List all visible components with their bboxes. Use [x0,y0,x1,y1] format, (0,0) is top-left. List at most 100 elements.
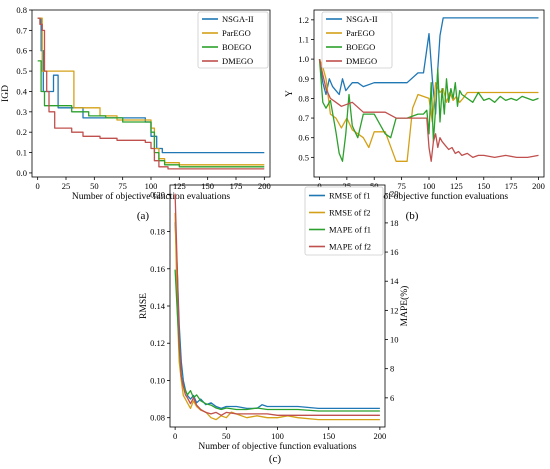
x-tick-label: 175 [230,181,243,191]
x-tick-label: 175 [505,181,518,191]
y2-tick-label: 18 [390,218,399,228]
y-tick-label: 1.0 [298,54,309,64]
series-line-dmego [318,58,539,162]
y-tick-label: 0.2 [16,127,27,137]
y-tick-label: 0.10 [150,375,165,385]
legend-label: ParEGO [346,28,375,38]
legend-label: RMSE of f1 [329,191,371,201]
panel-label-c: (c) [269,453,282,465]
y-tick-label: 0.5 [16,66,27,76]
legend: NSGA-II ParEGO BOEGO DMEGO [321,11,393,69]
legend-box [197,11,269,69]
series-line-mape-of-f2 [174,193,380,416]
y2-tick-label: 14 [390,276,399,286]
x-tick-label: 50 [90,181,99,191]
series-line-mape-of-f1 [174,269,380,412]
x-tick-label: 50 [222,431,231,441]
y-tick-label: 0.12 [150,338,165,348]
y-tick-label: 0.3 [16,107,27,117]
legend-label: BOEGO [346,42,375,52]
y-tick-label: 0.18 [150,227,165,237]
y-tick-label: 0.20 [150,189,165,199]
x-tick-label: 50 [370,181,379,191]
x-tick-label: 125 [450,181,463,191]
x-tick-label: 0 [36,181,40,191]
legend-label: DMEGO [222,56,253,66]
series-line-nsga-ii [37,17,265,154]
x-tick-label: 200 [532,181,545,191]
x-tick-label: 0 [173,431,177,441]
y2-axis-label: MAPE(%) [399,286,410,327]
y2-tick-label: 8 [390,364,394,374]
x-tick-label: 100 [145,181,158,191]
series-line-parego [37,17,265,166]
y-tick-label: 0.4 [16,86,27,96]
legend-label: ParEGO [222,28,251,38]
y-axis-label: RMSE [139,293,149,319]
panel-label-b: (b) [406,210,419,222]
legend-label: NSGA-II [222,14,254,24]
y2-tick-label: 20 [390,189,399,199]
legend: RMSE of f1 RMSE of f2 MAPE of f1 MAPE of f2 [304,186,384,256]
x-tick-label: 75 [397,181,406,191]
x-axis-label: Number of objective function evaluations [72,191,231,202]
x-tick-label: 150 [201,181,214,191]
chart-panel-b: 0 25 50 75 100 125 150 175 200 0.5 0.6 0.7 0.8 0.9 1.0… [285,9,545,202]
legend-box [321,11,393,69]
y-tick-label: 0.1 [16,148,27,158]
x-tick-label: 75 [118,181,127,191]
x-tick-label: 150 [322,431,335,441]
y-tick-label: 0.6 [16,46,27,56]
y-tick-label: 0.7 [298,113,309,123]
y-tick-label: 1.1 [298,34,309,44]
series-group [174,193,380,421]
y2-tick-label: 16 [390,247,399,257]
x-tick-label: 125 [173,181,186,191]
legend-label: NSGA-II [346,14,378,24]
y-axis-label: Y [285,90,295,97]
series-group [37,17,265,170]
chart-panel-a: 0 25 50 75 100 125 150 175 200 0.0 0.1 0.2 0.3 0.4 0.5… [1,5,271,202]
y2-tick-label: 12 [390,305,399,315]
y-tick-label: 0.7 [16,25,27,35]
series-line-rmse-of-f1 [174,222,380,410]
legend: NSGA-II ParEGO BOEGO DMEGO [197,11,269,69]
series-line-rmse-of-f2 [174,212,380,421]
x-tick-label: 25 [62,181,71,191]
y-tick-label: 0.5 [298,152,309,162]
series-line-parego [318,58,539,162]
x-tick-label: 200 [374,431,387,441]
x-tick-label: 100 [271,431,284,441]
series-line-boego [318,59,539,162]
legend-label: BOEGO [222,42,251,52]
x-tick-label: 25 [343,181,352,191]
y-tick-label: 0.16 [150,264,165,274]
y-tick-label: 0.8 [16,5,27,15]
chart-panel-c: 0 50 100 150 2000.080.100.120.140.160.180.20… [139,184,410,452]
x-axis-label: Number of objective function evaluations [350,191,509,202]
y-tick-label: 0.6 [298,133,309,143]
legend-label: MAPE of f1 [329,225,371,235]
series-group [318,17,539,162]
x-tick-label: 100 [423,181,436,191]
x-tick-label: 0 [317,181,321,191]
legend-label: MAPE of f2 [329,242,371,252]
y-tick-label: 1.2 [298,15,309,25]
legend-label: DMEGO [346,56,377,66]
x-tick-label: 150 [477,181,490,191]
panel-label-a: (a) [137,210,150,222]
y-tick-label: 0.0 [16,168,27,178]
y-tick-label: 0.14 [150,301,166,311]
y-axis-label: IGD [1,85,11,102]
y-tick-label: 0.08 [150,413,165,423]
legend-box [304,186,384,256]
x-tick-label: 200 [258,181,271,191]
y2-tick-label: 6 [390,393,394,403]
series-line-boego [37,60,265,168]
y-tick-label: 0.8 [298,93,309,103]
y2-tick-label: 10 [390,335,399,345]
y-tick-label: 0.9 [298,74,309,84]
x-axis-label: Number of objective function evaluations [198,441,357,452]
series-line-dmego [37,17,265,170]
